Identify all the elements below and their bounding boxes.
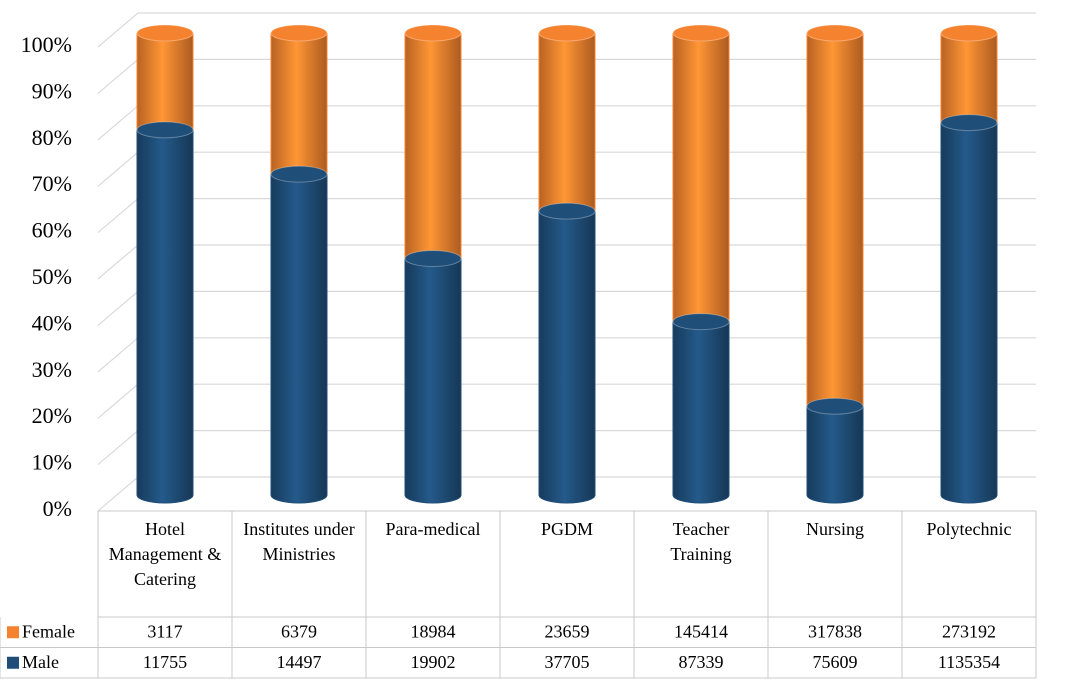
bar-top — [672, 24, 730, 42]
x-tick-label: Hotel Management & Catering — [108, 519, 222, 589]
category-cell: Hotel Management & Catering — [108, 519, 222, 589]
category-cell: Nursing — [806, 519, 864, 539]
bar-top — [404, 24, 462, 42]
table-value: 23659 — [545, 621, 590, 641]
x-tick-label: Polytechnic — [926, 519, 1012, 539]
legend-key — [7, 626, 19, 639]
table-value: 11755 — [143, 652, 187, 672]
y-tick-label: 90% — [32, 78, 72, 103]
x-tick-label: Para-medical — [385, 519, 481, 539]
bar-segment — [404, 258, 462, 504]
y-tick-label: 20% — [32, 403, 72, 428]
table-value: 145414 — [674, 621, 728, 641]
table-value: 273192 — [942, 621, 996, 641]
bar-segment — [806, 32, 864, 415]
bar-top — [940, 114, 998, 132]
table-value: 37705 — [545, 652, 590, 672]
bar-top — [806, 24, 864, 42]
table-value: 3117 — [147, 621, 182, 641]
bar-top — [940, 24, 998, 42]
table-value: 317838 — [808, 621, 862, 641]
y-tick-label: 80% — [32, 125, 72, 150]
y-tick-label: 40% — [32, 310, 72, 335]
table-value: 1135354 — [938, 652, 1000, 672]
table-value: 18984 — [411, 621, 456, 641]
legend-label: Female — [22, 621, 75, 641]
category-cell: Polytechnic — [926, 519, 1012, 539]
y-tick-label: 10% — [32, 450, 72, 475]
y-tick-label: 0% — [43, 496, 72, 521]
y-tick-label: 50% — [32, 264, 72, 289]
y-tick-label: 100% — [21, 32, 72, 57]
table-value: 19902 — [411, 652, 456, 672]
bar-top — [270, 24, 328, 42]
y-tick-label: 30% — [32, 357, 72, 382]
legend-key — [7, 656, 19, 669]
x-tick-label: Nursing — [806, 519, 864, 539]
bar-segment — [806, 406, 864, 504]
bar-segment — [672, 321, 730, 504]
bar-top — [136, 121, 194, 139]
y-tick-label: 70% — [32, 171, 72, 196]
x-tick-label: PGDM — [540, 519, 593, 539]
grid-line — [97, 12, 1036, 48]
bar-segment — [404, 32, 462, 268]
bar-segment — [270, 174, 328, 504]
bar-top — [806, 397, 864, 415]
x-tick-label: Teacher Training — [670, 519, 732, 564]
x-tick-label: Institutes under Ministries — [243, 519, 355, 564]
bar-segment — [270, 32, 328, 183]
category-cell: Teacher Training — [670, 519, 732, 564]
bar-top — [404, 250, 462, 268]
bar-top — [672, 313, 730, 331]
bar-segment — [538, 32, 596, 220]
category-cell: Para-medical — [385, 519, 481, 539]
category-cell: Institutes under Ministries — [243, 519, 355, 564]
table-value: 14497 — [277, 652, 322, 672]
bar-top — [538, 202, 596, 220]
bar-segment — [538, 211, 596, 504]
bar-top — [538, 24, 596, 42]
y-tick-label: 60% — [32, 218, 72, 243]
bar-segment — [136, 129, 194, 504]
table-value: 6379 — [281, 621, 317, 641]
bar-top — [136, 24, 194, 42]
bar-segment — [940, 122, 998, 504]
category-cell: PGDM — [540, 519, 593, 539]
table-value: 75609 — [813, 652, 858, 672]
bar-top — [270, 165, 328, 183]
bar-segment — [672, 32, 730, 331]
legend-label: Male — [22, 652, 59, 672]
table-value: 87339 — [679, 652, 724, 672]
